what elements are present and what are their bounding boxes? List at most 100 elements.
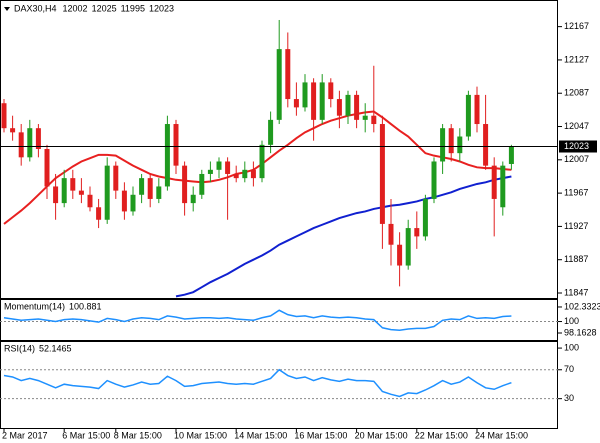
candle-body bbox=[414, 228, 420, 237]
y-tick-label: 11887 bbox=[564, 254, 588, 264]
candle-body bbox=[448, 128, 454, 154]
candle-body bbox=[250, 169, 256, 179]
indicator-value: 100.881 bbox=[69, 301, 102, 311]
x-tick-label: 24 Mar 15:00 bbox=[475, 430, 528, 440]
candle-body bbox=[139, 178, 145, 195]
candle-body bbox=[96, 207, 102, 220]
header-value: 12023 bbox=[149, 3, 174, 13]
candle-body bbox=[1, 103, 7, 129]
candle-body bbox=[78, 190, 84, 195]
candle-body bbox=[276, 49, 282, 120]
x-tick-label: 10 Mar 15:00 bbox=[174, 430, 227, 440]
candle-body bbox=[268, 119, 274, 145]
candle-body bbox=[508, 146, 514, 164]
moving-average bbox=[175, 175, 512, 298]
candle-body bbox=[87, 194, 93, 208]
y-tick-label: 11847 bbox=[564, 287, 588, 297]
candle-body bbox=[27, 128, 33, 158]
candle-body bbox=[104, 165, 110, 220]
y-tick-label: 12047 bbox=[564, 121, 589, 131]
candle-body bbox=[18, 132, 24, 158]
candle-body bbox=[259, 144, 265, 179]
y-tick-label: 98.1628 bbox=[564, 327, 597, 337]
indicator-title: RSI(14) bbox=[4, 343, 35, 353]
candle-body bbox=[35, 128, 41, 149]
candle-body bbox=[44, 149, 50, 187]
header-value: 11995 bbox=[121, 3, 145, 13]
y-tick-label: 12167 bbox=[564, 21, 589, 31]
x-tick-label: 2 Mar 2017 bbox=[2, 430, 48, 440]
candle-body bbox=[397, 244, 403, 266]
candle-body bbox=[225, 161, 231, 174]
candle-body bbox=[242, 169, 248, 179]
header-value: 12025 bbox=[92, 3, 117, 13]
candle-body bbox=[311, 82, 317, 120]
candle-body bbox=[405, 228, 411, 266]
candle-body bbox=[147, 178, 153, 199]
panel-frame bbox=[0, 299, 558, 341]
candle-body bbox=[319, 82, 325, 120]
indicator-line bbox=[3, 309, 512, 332]
y-tick-label: 100 bbox=[564, 316, 579, 326]
candle-body bbox=[10, 128, 16, 133]
y-tick-label: 11927 bbox=[564, 221, 588, 231]
header-value: 12002 bbox=[63, 3, 88, 13]
y-tick-label: 12007 bbox=[564, 154, 589, 164]
candle-body bbox=[156, 186, 162, 199]
candle-body bbox=[379, 124, 385, 224]
candle-body bbox=[216, 161, 222, 170]
candle-body bbox=[483, 124, 489, 166]
candle-body bbox=[207, 169, 213, 174]
candle-body bbox=[500, 165, 506, 208]
y-tick-label: 100 bbox=[564, 342, 579, 352]
candle-body bbox=[371, 115, 377, 125]
header-title: DAX30,H4 bbox=[14, 3, 57, 13]
y-tick-label: 12127 bbox=[564, 54, 589, 64]
candle-body bbox=[53, 186, 59, 204]
candle-body bbox=[164, 124, 170, 187]
y-tick-label: 11967 bbox=[564, 187, 588, 197]
y-tick-label: 102.3323 bbox=[564, 301, 600, 311]
candle-body bbox=[345, 94, 351, 116]
y-tick-label: 70 bbox=[564, 364, 574, 374]
candle-body bbox=[61, 178, 67, 204]
candle-body bbox=[173, 124, 179, 166]
indicator-value: 52.1465 bbox=[39, 343, 72, 353]
candle-body bbox=[457, 136, 463, 154]
candle-body bbox=[130, 194, 136, 212]
panel-frame bbox=[0, 341, 558, 429]
candle-body bbox=[121, 190, 127, 212]
header-icon bbox=[4, 7, 10, 11]
candle-body bbox=[328, 82, 334, 100]
candle-body bbox=[431, 161, 437, 199]
candle-body bbox=[199, 173, 205, 195]
candle-body bbox=[388, 223, 394, 245]
panel-frame bbox=[0, 0, 558, 299]
candle-body bbox=[285, 49, 291, 100]
x-tick-label: 16 Mar 15:00 bbox=[294, 430, 347, 440]
candle-body bbox=[440, 128, 446, 162]
candle-body bbox=[293, 99, 299, 108]
candle-body bbox=[362, 115, 368, 120]
y-tick-label: 30 bbox=[564, 393, 574, 403]
x-tick-label: 20 Mar 15:00 bbox=[355, 430, 408, 440]
x-tick-label: 6 Mar 15:00 bbox=[62, 430, 110, 440]
x-tick-label: 8 Mar 15:00 bbox=[114, 430, 162, 440]
y-tick-label: 12087 bbox=[564, 88, 589, 98]
indicator-title: Momentum(14) bbox=[4, 301, 65, 311]
candle-body bbox=[354, 94, 360, 120]
indicator-line bbox=[3, 368, 512, 398]
candle-body bbox=[233, 173, 239, 179]
candle-body bbox=[190, 194, 196, 204]
candle-body bbox=[113, 165, 119, 191]
x-tick-label: 14 Mar 15:00 bbox=[234, 430, 287, 440]
x-tick-label: 22 Mar 15:00 bbox=[415, 430, 468, 440]
moving-average bbox=[3, 110, 512, 225]
candle-body bbox=[422, 198, 428, 237]
last-price-box bbox=[559, 140, 597, 153]
candle-body bbox=[465, 94, 471, 137]
candle-body bbox=[70, 178, 76, 191]
last-price-label: 12023 bbox=[564, 141, 589, 151]
